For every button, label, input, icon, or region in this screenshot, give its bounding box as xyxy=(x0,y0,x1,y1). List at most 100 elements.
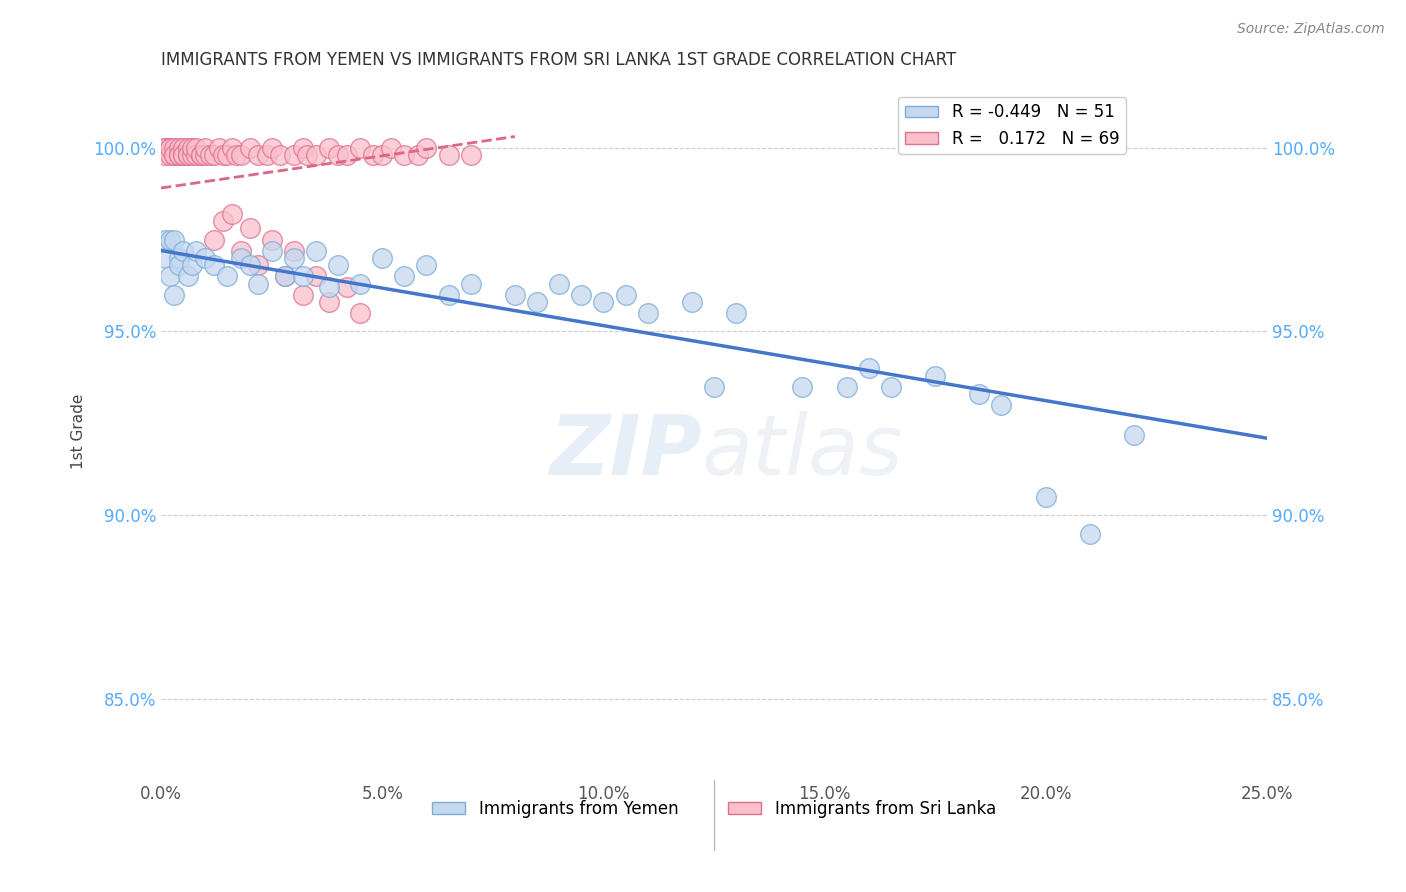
Point xyxy=(725,306,748,320)
Point xyxy=(238,258,260,272)
Point xyxy=(637,306,659,320)
Point xyxy=(202,148,225,162)
Point xyxy=(274,269,297,284)
Point xyxy=(406,148,429,162)
Point xyxy=(202,258,225,272)
Point xyxy=(181,140,204,154)
Point xyxy=(159,140,181,154)
Point xyxy=(221,207,243,221)
Point xyxy=(260,140,283,154)
Point xyxy=(176,140,198,154)
Point xyxy=(167,251,190,265)
Point xyxy=(305,244,328,258)
Point xyxy=(194,148,217,162)
Text: Source: ZipAtlas.com: Source: ZipAtlas.com xyxy=(1237,22,1385,37)
Point xyxy=(229,148,252,162)
Point xyxy=(163,233,186,247)
Point xyxy=(194,140,217,154)
Text: IMMIGRANTS FROM YEMEN VS IMMIGRANTS FROM SRI LANKA 1ST GRADE CORRELATION CHART: IMMIGRANTS FROM YEMEN VS IMMIGRANTS FROM… xyxy=(162,51,956,69)
Point xyxy=(167,148,190,162)
Point xyxy=(880,379,903,393)
Point xyxy=(190,148,212,162)
Point xyxy=(349,306,371,320)
Point xyxy=(394,148,416,162)
Point xyxy=(256,148,278,162)
Point xyxy=(202,233,225,247)
Point xyxy=(269,148,291,162)
Point xyxy=(394,269,416,284)
Point xyxy=(163,148,186,162)
Point xyxy=(349,140,371,154)
Point xyxy=(1035,490,1057,504)
Point xyxy=(318,280,340,294)
Point xyxy=(247,277,270,291)
Point xyxy=(247,148,270,162)
Point xyxy=(990,398,1012,412)
Point xyxy=(460,148,482,162)
Point xyxy=(291,269,314,284)
Point xyxy=(212,214,235,228)
Point xyxy=(1123,427,1146,442)
Point xyxy=(283,251,305,265)
Point xyxy=(614,287,637,301)
Point xyxy=(703,379,725,393)
Point xyxy=(225,148,247,162)
Point xyxy=(212,148,235,162)
Point xyxy=(176,148,198,162)
Point xyxy=(371,148,394,162)
Point xyxy=(167,148,190,162)
Point xyxy=(194,251,217,265)
Point xyxy=(526,295,548,310)
Point xyxy=(295,148,318,162)
Point xyxy=(437,287,460,301)
Point xyxy=(336,280,359,294)
Text: atlas: atlas xyxy=(702,411,903,492)
Point xyxy=(260,244,283,258)
Point xyxy=(336,148,359,162)
Point xyxy=(172,244,194,258)
Point xyxy=(349,277,371,291)
Point xyxy=(363,148,385,162)
Point xyxy=(858,361,880,376)
Point xyxy=(238,140,260,154)
Point xyxy=(155,251,177,265)
Point xyxy=(274,269,297,284)
Point xyxy=(159,269,181,284)
Point xyxy=(969,387,991,401)
Point xyxy=(198,148,221,162)
Point xyxy=(186,244,208,258)
Point xyxy=(167,140,190,154)
Point xyxy=(163,140,186,154)
Point xyxy=(569,287,592,301)
Point xyxy=(247,258,270,272)
Y-axis label: 1st Grade: 1st Grade xyxy=(72,393,86,468)
Point xyxy=(155,140,177,154)
Text: ZIP: ZIP xyxy=(550,411,702,492)
Point xyxy=(167,258,190,272)
Point xyxy=(415,258,437,272)
Point xyxy=(207,140,229,154)
Point xyxy=(229,251,252,265)
Point xyxy=(176,269,198,284)
Point xyxy=(238,221,260,235)
Point xyxy=(159,140,181,154)
Point xyxy=(186,148,208,162)
Point xyxy=(186,140,208,154)
Point xyxy=(835,379,858,393)
Point xyxy=(291,140,314,154)
Point xyxy=(291,287,314,301)
Point xyxy=(163,287,186,301)
Point xyxy=(371,251,394,265)
Legend: Immigrants from Yemen, Immigrants from Sri Lanka: Immigrants from Yemen, Immigrants from S… xyxy=(425,793,1002,824)
Point xyxy=(792,379,814,393)
Point xyxy=(415,140,437,154)
Point xyxy=(217,148,239,162)
Point xyxy=(181,258,204,272)
Point xyxy=(681,295,703,310)
Point xyxy=(221,140,243,154)
Point xyxy=(155,233,177,247)
Point xyxy=(437,148,460,162)
Point xyxy=(548,277,571,291)
Point xyxy=(305,269,328,284)
Point xyxy=(172,148,194,162)
